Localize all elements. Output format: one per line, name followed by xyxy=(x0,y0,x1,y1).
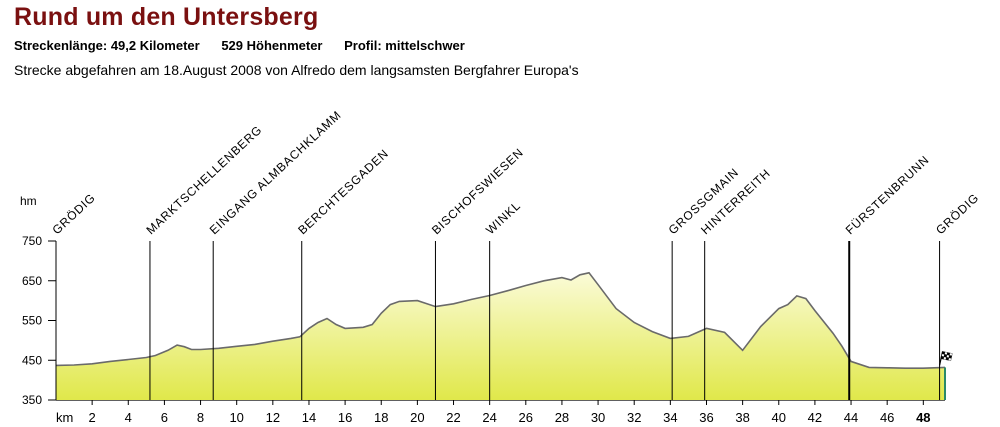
chart-area xyxy=(55,271,946,400)
marker-label: WINKL xyxy=(483,198,523,237)
marker-label: GRÖDIG xyxy=(933,190,982,237)
route-elevation-gain: 529 Höhenmeter xyxy=(221,38,323,53)
x-tick-label: 8 xyxy=(197,410,204,425)
x-tick-label: 46 xyxy=(880,410,894,425)
x-tick-label: 4 xyxy=(125,410,132,425)
x-tick-label: 38 xyxy=(735,410,749,425)
x-tick-label: 34 xyxy=(663,410,677,425)
x-tick-label: 36 xyxy=(699,410,713,425)
x-tick-label: 48 xyxy=(916,410,930,425)
y-tick-label: 350 xyxy=(22,393,42,407)
y-axis-label: hm xyxy=(20,194,37,208)
x-tick-label: 20 xyxy=(410,410,424,425)
page-title: Rund um den Untersberg xyxy=(14,3,319,31)
x-tick-label: 44 xyxy=(844,410,858,425)
route-difficulty: Profil: mittelschwer xyxy=(344,38,465,53)
elevation-area xyxy=(56,272,945,400)
x-tick-label: 18 xyxy=(374,410,388,425)
x-tick-label: 40 xyxy=(772,410,786,425)
y-tick-label: 450 xyxy=(22,353,42,367)
x-tick-label: 10 xyxy=(229,410,243,425)
y-tick-label: 750 xyxy=(22,234,42,248)
marker-label: FÜRSTENBRUNN xyxy=(843,153,932,238)
marker-label: BISCHOFSWIESEN xyxy=(429,145,526,237)
x-tick-label: 14 xyxy=(302,410,316,425)
x-tick-label: 26 xyxy=(519,410,533,425)
x-tick-label: 28 xyxy=(555,410,569,425)
flag-cloth xyxy=(940,351,953,361)
x-tick-label: 30 xyxy=(591,410,605,425)
marker-label: MARKTSCHELLENBERG xyxy=(143,123,264,238)
marker-label: GRÖDIG xyxy=(49,190,98,237)
x-tick-label: 2 xyxy=(89,410,96,425)
x-tick-label: 22 xyxy=(446,410,460,425)
x-tick-label: 24 xyxy=(482,410,496,425)
x-axis-label: km xyxy=(56,410,73,425)
x-tick-label: 42 xyxy=(808,410,822,425)
y-tick-label: 550 xyxy=(22,314,42,328)
finish-flag-icon xyxy=(938,351,953,366)
x-tick-label: 32 xyxy=(627,410,641,425)
ride-note: Strecke abgefahren am 18.August 2008 von… xyxy=(14,62,579,78)
marker-label: BERCHTESGADEN xyxy=(295,146,391,237)
x-tick-label: 6 xyxy=(161,410,168,425)
flag-square xyxy=(948,357,952,361)
x-tick-label: 16 xyxy=(338,410,352,425)
y-tick-label: 650 xyxy=(22,274,42,288)
route-length: Streckenlänge: 49,2 Kilometer xyxy=(14,38,200,53)
route-stats: Streckenlänge: 49,2 Kilometer 529 Höhenm… xyxy=(14,38,483,53)
x-tick-label: 12 xyxy=(266,410,280,425)
elevation-line xyxy=(55,271,946,369)
